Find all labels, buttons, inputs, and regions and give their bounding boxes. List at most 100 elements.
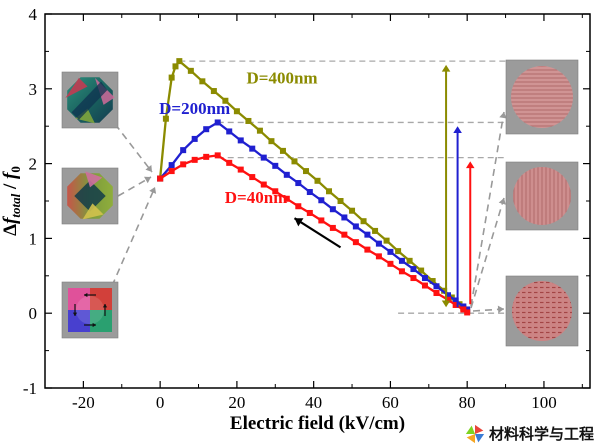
series-marker (222, 97, 229, 104)
arrowhead (441, 300, 451, 308)
series-marker (260, 154, 267, 161)
arrow-line (293, 217, 342, 249)
x-tick-label: 60 (382, 393, 399, 412)
watermark-logo-icon (465, 424, 485, 443)
watermark-text: 材料科学与工程 (488, 426, 594, 443)
series-marker (383, 237, 390, 244)
y-tick-label: -1 (23, 379, 37, 398)
inset-multidomain-400nm (61, 71, 119, 129)
series-marker (283, 171, 290, 178)
x-tick-label: 0 (156, 393, 165, 412)
arrowhead (498, 198, 506, 205)
arrowhead (145, 165, 152, 172)
axis-ticks: -20 0 20 40 60 80 100 -1 0 1 2 3 4 (23, 5, 590, 412)
domain-wedge-yellow (82, 203, 104, 220)
logo-blade-red (474, 424, 484, 434)
grain-texture (512, 281, 572, 341)
connector-arrow (470, 111, 507, 307)
series-marker (410, 275, 417, 282)
series-D-200nm: D=200nm (157, 99, 471, 313)
series-marker (326, 188, 333, 195)
arrowhead (84, 292, 88, 298)
inset-poled-400nm (505, 59, 579, 135)
arrowhead (441, 64, 451, 72)
inset-poled-40nm (505, 275, 579, 347)
series-marker (410, 266, 417, 273)
series-marker (329, 224, 336, 231)
x-tick-label: -20 (72, 393, 95, 412)
series-marker (295, 180, 302, 187)
arrowhead (72, 312, 78, 316)
series-marker (341, 231, 348, 238)
connector-line (117, 176, 152, 197)
recovery-arrow (453, 126, 462, 308)
series-marker (180, 161, 187, 168)
arrowhead (92, 322, 96, 328)
grain-texture (513, 167, 571, 225)
connector-line (470, 111, 505, 307)
series-marker (364, 246, 371, 253)
series-marker (249, 174, 256, 181)
series-marker (157, 175, 164, 182)
logo-blade-orange (466, 433, 475, 443)
connector-arrow (111, 186, 157, 287)
series-marker (272, 162, 279, 169)
series-marker (245, 117, 252, 124)
x-axis-title: Electric field (kV/cm) (230, 413, 405, 434)
series-marker (237, 166, 244, 173)
vortex-quad-green (90, 310, 112, 332)
series-marker (341, 214, 348, 221)
series-marker (360, 218, 367, 225)
series-marker (214, 152, 221, 159)
series-label: D=200nm (159, 99, 230, 118)
inset-vortex-40nm (61, 281, 119, 339)
recovery-arrow (465, 161, 475, 305)
series-marker (372, 227, 379, 234)
series-marker (203, 153, 210, 160)
connector-line (111, 186, 156, 287)
series-marker (291, 158, 298, 165)
x-tick-label: 100 (531, 393, 557, 412)
logo-blade-blue (474, 433, 485, 442)
x-tick-label: 40 (305, 393, 322, 412)
series-marker (168, 74, 175, 81)
series-marker (191, 135, 198, 142)
series-marker (433, 283, 440, 290)
connector-line (114, 123, 153, 173)
series-marker (295, 203, 302, 210)
arrowhead (497, 305, 504, 314)
connector-arrow (472, 305, 505, 314)
series-marker (279, 147, 286, 154)
arrowhead (465, 161, 475, 169)
series-marker (429, 278, 436, 285)
series-marker (398, 257, 405, 264)
series-marker (314, 177, 321, 184)
series-marker (444, 296, 451, 303)
series-marker (375, 253, 382, 260)
series-marker (162, 115, 169, 122)
series-marker (318, 197, 325, 204)
y-tick-label: 2 (29, 155, 38, 174)
series-marker (337, 198, 344, 204)
series-marker (364, 231, 371, 238)
y-tick-label: 4 (29, 5, 38, 24)
grain-texture (511, 66, 573, 128)
series-marker (256, 127, 263, 134)
series-marker (226, 128, 233, 135)
series-marker (375, 240, 382, 247)
arrowhead (144, 176, 151, 184)
series-marker (180, 147, 187, 154)
vortex-quad-blue (68, 310, 90, 332)
domain-band-dark (71, 81, 108, 120)
y-tick-label: 3 (29, 80, 38, 99)
domain-wedge-red (65, 77, 88, 98)
series-marker (441, 287, 448, 294)
series-marker (233, 108, 240, 115)
x-tick-label: 20 (228, 393, 245, 412)
inset-multidomain-200nm (61, 167, 119, 225)
x-tick-label: 80 (459, 393, 476, 412)
series-marker (398, 268, 405, 275)
series-D-40nm: D=40nm (157, 152, 471, 316)
series-marker (249, 145, 256, 152)
series-marker (395, 248, 402, 255)
